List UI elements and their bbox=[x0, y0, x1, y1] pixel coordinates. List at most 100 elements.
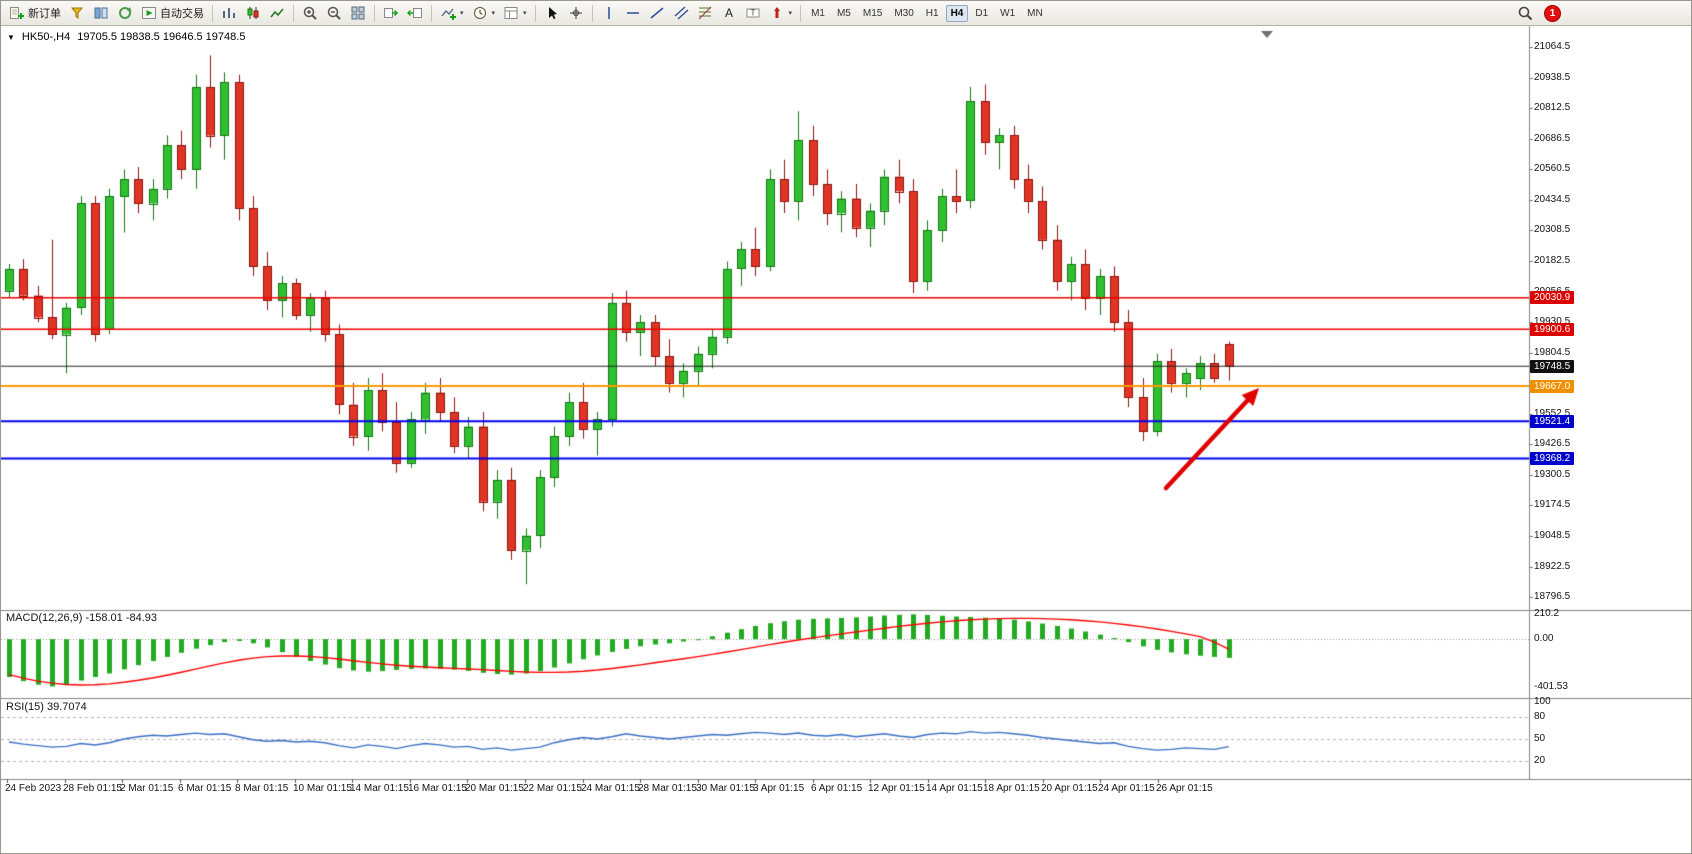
toolbar-buttons: 新订单 自动交易 ▾ ▾ ▾ A T ▾ M1 M5 M15 M30 H1 H4 D1 W1 MN bbox=[5, 3, 1049, 23]
timeframe-m1-button[interactable]: M1 bbox=[811, 7, 825, 19]
price-axis-label: 19048.5 bbox=[1534, 530, 1571, 541]
crosshair-button[interactable] bbox=[564, 3, 588, 23]
price-chart-canvas[interactable] bbox=[1, 26, 1691, 853]
rsi-axis-label: 100 bbox=[1534, 696, 1551, 707]
text-button[interactable]: A bbox=[717, 3, 741, 23]
vline-icon bbox=[601, 5, 617, 21]
price-axis-label: 20686.5 bbox=[1534, 133, 1571, 144]
auto-scroll-icon bbox=[383, 5, 399, 21]
fibonacci-button[interactable] bbox=[693, 3, 717, 23]
line-chart-icon bbox=[269, 5, 285, 21]
zoom-out-icon bbox=[326, 5, 342, 21]
template-icon bbox=[503, 5, 519, 21]
macd-indicator-label: MACD(12,26,9) -158.01 -84.93 bbox=[6, 612, 158, 624]
auto-trading-button[interactable]: 自动交易 bbox=[137, 3, 208, 23]
date-axis-label: 8 Mar 01:15 bbox=[235, 783, 289, 794]
svg-text:T: T bbox=[750, 9, 755, 18]
price-axis-label: 20308.5 bbox=[1534, 224, 1571, 235]
price-axis-label: 18796.5 bbox=[1534, 591, 1571, 602]
new-order-button[interactable]: 新订单 bbox=[5, 3, 65, 23]
timeframe-m15-button[interactable]: M15 bbox=[862, 7, 883, 19]
price-line-badge: 19521.4 bbox=[1530, 415, 1575, 428]
date-axis-label: 28 Feb 01:15 bbox=[63, 783, 122, 794]
horizontal-line-button[interactable] bbox=[621, 3, 645, 23]
chart-area: ▼ HK50-,H4 19705.5 19838.5 19646.5 19748… bbox=[1, 26, 1691, 853]
zoom-out-button[interactable] bbox=[322, 3, 346, 23]
timeframe-m30-button[interactable]: M30 bbox=[894, 7, 914, 19]
price-axis-label: 20812.5 bbox=[1534, 102, 1571, 113]
price-axis-label: 19426.5 bbox=[1534, 438, 1571, 449]
price-axis-label: 20434.5 bbox=[1534, 194, 1571, 205]
funnel-icon bbox=[69, 5, 85, 21]
chart-title: ▼ HK50-,H4 19705.5 19838.5 19646.5 19748… bbox=[7, 31, 245, 43]
price-line-badge: 19900.6 bbox=[1530, 323, 1575, 336]
candlestick-icon bbox=[245, 5, 261, 21]
auto-trading-button-label: 自动交易 bbox=[160, 8, 204, 20]
date-axis-label: 28 Mar 01:15 bbox=[638, 783, 697, 794]
indicators-button[interactable]: ▾ bbox=[436, 3, 468, 23]
timeframe-d1-button[interactable]: D1 bbox=[975, 7, 989, 19]
trendline-icon bbox=[649, 5, 665, 21]
cursor-icon bbox=[544, 5, 560, 21]
toolbar-right: 1 bbox=[1513, 3, 1561, 23]
bar-chart-icon bbox=[221, 5, 237, 21]
price-axis-label: 19930.5 bbox=[1534, 316, 1571, 327]
notification-badge[interactable]: 1 bbox=[1544, 4, 1561, 22]
clock-icon bbox=[472, 5, 488, 21]
chevron-down-icon: ▾ bbox=[460, 10, 464, 17]
arrows-icon bbox=[769, 5, 785, 21]
templates-button[interactable]: ▾ bbox=[499, 3, 531, 23]
date-axis-label: 20 Mar 01:15 bbox=[465, 783, 524, 794]
timeframe-group: M1 M5 M15 M30 H1 H4 D1 W1 MN bbox=[805, 4, 1049, 22]
profiles-icon bbox=[93, 5, 109, 21]
refresh-button[interactable] bbox=[113, 3, 137, 23]
cursor-button[interactable] bbox=[540, 3, 564, 23]
auto-scroll-button[interactable] bbox=[379, 3, 403, 23]
vertical-line-button[interactable] bbox=[597, 3, 621, 23]
timeframe-w1-button[interactable]: W1 bbox=[1000, 7, 1016, 19]
toolbar-separator bbox=[591, 4, 593, 22]
new-order-button-label: 新订单 bbox=[28, 8, 61, 20]
indicators-icon bbox=[440, 5, 456, 21]
price-line-badge: 19748.5 bbox=[1530, 360, 1575, 373]
price-line-badge: 19368.2 bbox=[1530, 452, 1575, 465]
line-chart-button[interactable] bbox=[265, 3, 289, 23]
price-axis-label: 19804.5 bbox=[1534, 347, 1571, 358]
chevron-down-icon: ▾ bbox=[788, 10, 793, 17]
timeframe-m5-button[interactable]: M5 bbox=[836, 7, 851, 19]
tile-windows-button[interactable] bbox=[346, 3, 370, 23]
new-chart-button[interactable] bbox=[65, 3, 89, 23]
chart-ohlc-values: 19705.5 19838.5 19646.5 19748.5 bbox=[77, 31, 246, 43]
channel-button[interactable] bbox=[669, 3, 693, 23]
date-axis-label: 3 Apr 01:15 bbox=[753, 783, 805, 794]
chart-menu-icon[interactable]: ▼ bbox=[7, 32, 15, 42]
hline-icon bbox=[625, 5, 641, 21]
search-button[interactable] bbox=[1513, 3, 1537, 23]
date-axis-label: 12 Apr 01:15 bbox=[868, 783, 925, 794]
zoom-in-button[interactable] bbox=[298, 3, 322, 23]
arrows-button[interactable]: ▾ bbox=[765, 3, 797, 23]
macd-axis-label: -401.53 bbox=[1534, 681, 1568, 692]
candlestick-chart-button[interactable] bbox=[241, 3, 265, 23]
date-axis-label: 24 Apr 01:15 bbox=[1098, 783, 1155, 794]
bar-chart-button[interactable] bbox=[217, 3, 241, 23]
new-order-icon bbox=[9, 5, 25, 21]
label-icon: T bbox=[745, 5, 761, 21]
svg-text:A: A bbox=[725, 6, 733, 20]
timeframe-mn-button[interactable]: MN bbox=[1027, 7, 1043, 19]
timeframe-h1-button[interactable]: H1 bbox=[925, 7, 939, 19]
trendline-button[interactable] bbox=[645, 3, 669, 23]
rsi-axis-label: 80 bbox=[1534, 711, 1546, 722]
chart-shift-icon bbox=[407, 5, 423, 21]
date-axis-label: 6 Mar 01:15 bbox=[178, 783, 232, 794]
crosshair-icon bbox=[568, 5, 584, 21]
timeframe-h4-button[interactable]: H4 bbox=[945, 4, 969, 22]
profiles-button[interactable] bbox=[89, 3, 113, 23]
label-button[interactable]: T bbox=[741, 3, 765, 23]
price-axis-label: 20938.5 bbox=[1534, 72, 1571, 83]
periods-button[interactable]: ▾ bbox=[468, 3, 500, 23]
chart-shift-button[interactable] bbox=[403, 3, 427, 23]
rsi-indicator-label: RSI(15) 39.7074 bbox=[6, 701, 87, 713]
date-axis-label: 6 Apr 01:15 bbox=[811, 783, 863, 794]
date-axis-label: 26 Apr 01:15 bbox=[1156, 783, 1213, 794]
